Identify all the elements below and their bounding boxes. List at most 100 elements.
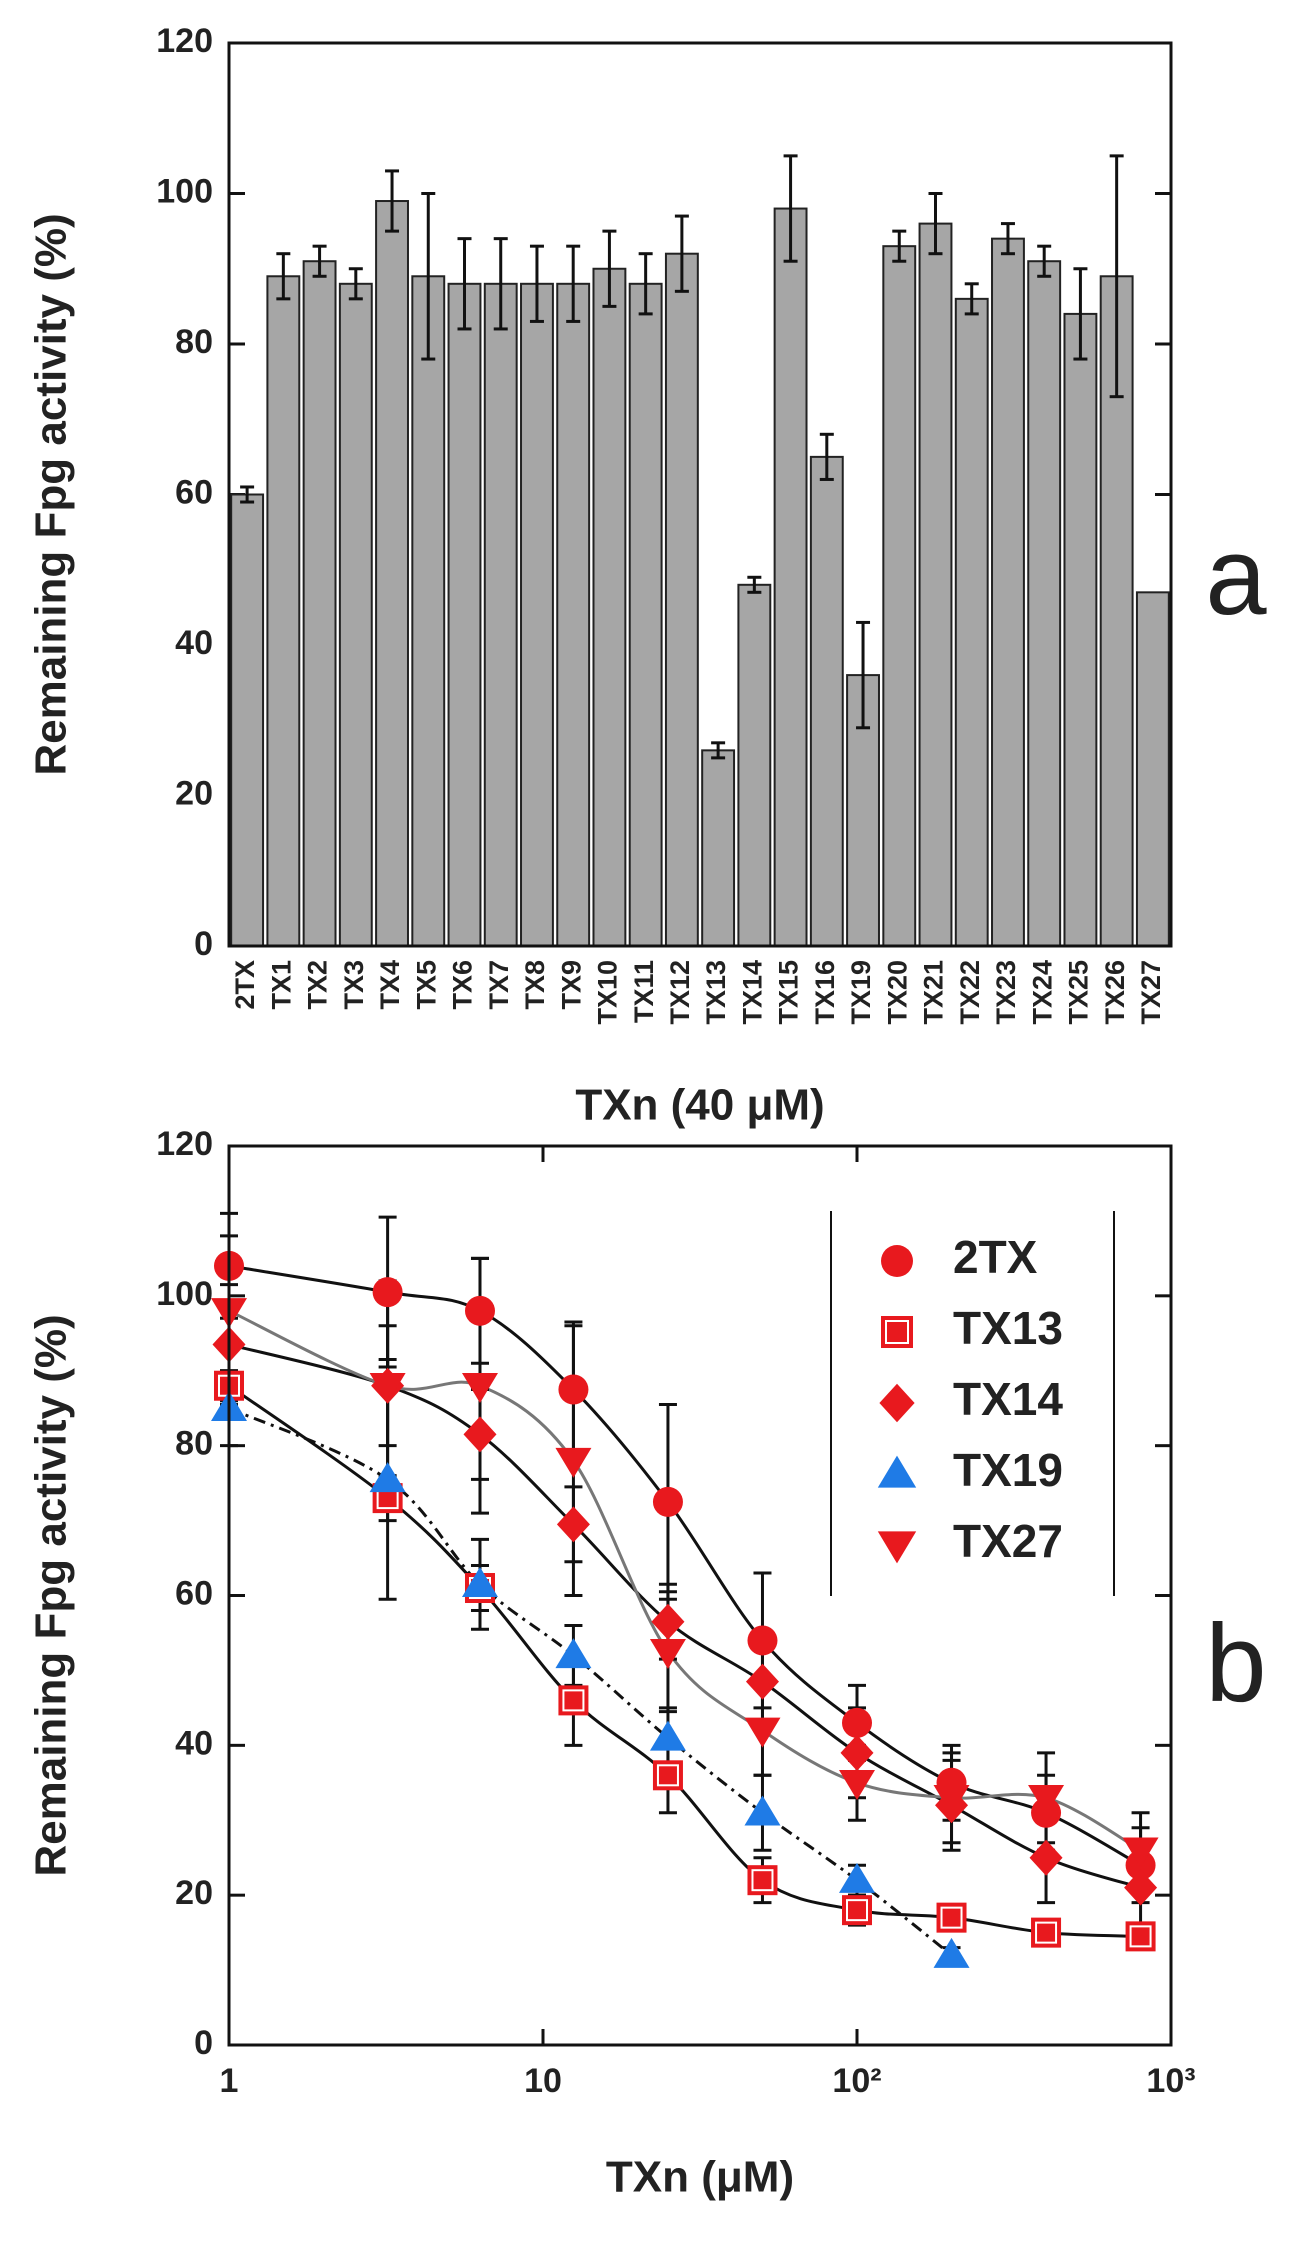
y-tick-label: 60: [175, 473, 213, 511]
bar: [991, 237, 1025, 947]
y-tick-label: 120: [156, 22, 213, 60]
marker-inner: [940, 1906, 963, 1929]
bar: [266, 275, 301, 947]
bar: [664, 252, 699, 947]
bar: [338, 282, 373, 947]
legend-label: 2TX: [953, 1231, 1038, 1283]
marker: [372, 1277, 403, 1308]
y-axis-label: Remaining Fpg activity (%): [27, 213, 76, 775]
y-tick-label: 80: [175, 1425, 213, 1463]
x-tick-label: TX27: [1136, 960, 1166, 1025]
y-tick-label: 40: [175, 1724, 213, 1762]
marker: [555, 1447, 592, 1478]
y-tick-label: 20: [175, 774, 213, 812]
x-tick-label: TX20: [882, 960, 912, 1025]
fit-curve: [228, 1309, 1142, 1852]
x-tick-label: 10³: [1146, 2062, 1195, 2100]
bar: [773, 207, 808, 948]
marker: [839, 1862, 875, 1893]
marker-inner: [885, 1320, 909, 1344]
marker: [877, 1531, 917, 1564]
bar: [556, 282, 591, 947]
marker: [461, 1567, 498, 1598]
bar: [737, 583, 772, 947]
marker: [747, 1625, 778, 1656]
y-tick-label: 100: [156, 172, 213, 210]
bar: [701, 749, 736, 947]
legend-label: TX14: [953, 1373, 1063, 1425]
legend-label: TX13: [953, 1302, 1063, 1354]
x-tick-label: TX25: [1064, 960, 1094, 1025]
marker-inner: [562, 1689, 585, 1712]
y-tick-label: 0: [194, 2024, 213, 2062]
x-tick-label: TX21: [919, 960, 949, 1025]
bar: [918, 222, 953, 948]
x-tick-label: TX24: [1027, 960, 1057, 1025]
marker: [1124, 1869, 1158, 1906]
x-tick-label: TX4: [375, 960, 405, 1010]
marker: [879, 1383, 915, 1423]
marker: [649, 1638, 686, 1669]
bar: [592, 267, 627, 947]
x-tick-label: TX2: [303, 960, 333, 1010]
marker: [651, 1603, 685, 1640]
x-tick-label: TX14: [737, 960, 767, 1025]
marker: [464, 1295, 495, 1326]
marker: [839, 1770, 875, 1801]
panel-letter: b: [1205, 1602, 1266, 1725]
marker: [840, 1734, 874, 1771]
marker: [652, 1486, 683, 1517]
x-tick-label: 10²: [832, 2062, 881, 2100]
marker: [463, 1416, 497, 1453]
marker: [842, 1707, 872, 1738]
x-tick-label: TX7: [484, 960, 514, 1010]
bar: [809, 455, 844, 947]
x-tick-label: TX5: [411, 960, 441, 1010]
x-tick-label: TX22: [955, 960, 985, 1025]
bar: [1063, 312, 1098, 947]
x-axis-label: TXn (40 μM): [575, 1081, 824, 1130]
marker: [933, 1785, 970, 1816]
marker: [881, 1245, 913, 1277]
x-tick-label: TX10: [593, 960, 623, 1025]
x-tick-label: TX26: [1100, 960, 1130, 1025]
x-tick-label: TX11: [629, 960, 659, 1023]
marker-inner: [656, 1764, 679, 1787]
x-tick-label: TX15: [774, 960, 804, 1025]
bar: [411, 275, 446, 947]
marker: [369, 1462, 406, 1493]
bar: [1135, 591, 1170, 947]
marker: [744, 1795, 781, 1826]
y-tick-label: 40: [175, 624, 213, 662]
x-tick-label: 2TX: [230, 960, 260, 1010]
x-axis-label: TXn (μM): [606, 2153, 794, 2202]
panel-letter: a: [1205, 515, 1267, 638]
marker: [556, 1506, 590, 1543]
marker: [558, 1374, 589, 1405]
x-tick-label: TX13: [701, 960, 731, 1025]
y-tick-label: 100: [156, 1275, 213, 1313]
bar: [483, 282, 518, 947]
marker: [1122, 1837, 1159, 1868]
y-tick-label: 120: [156, 1125, 213, 1163]
marker: [745, 1663, 779, 1700]
x-tick-label: TX3: [339, 960, 369, 1010]
y-tick-label: 80: [175, 323, 213, 361]
bar: [520, 282, 554, 947]
x-tick-label: TX9: [556, 960, 586, 1010]
bar: [628, 282, 663, 947]
marker-inner: [751, 1869, 774, 1892]
x-tick-label: TX23: [991, 960, 1021, 1025]
marker: [933, 1937, 970, 1968]
legend-label: TX27: [953, 1515, 1063, 1567]
bar: [447, 282, 482, 947]
bar: [230, 493, 265, 947]
x-tick-label: TX8: [520, 960, 550, 1010]
marker: [1029, 1839, 1063, 1876]
marker: [649, 1720, 686, 1751]
plot-frame: [227, 1144, 1173, 2047]
y-tick-label: 0: [194, 925, 213, 963]
bar: [882, 245, 917, 948]
marker: [369, 1372, 406, 1403]
